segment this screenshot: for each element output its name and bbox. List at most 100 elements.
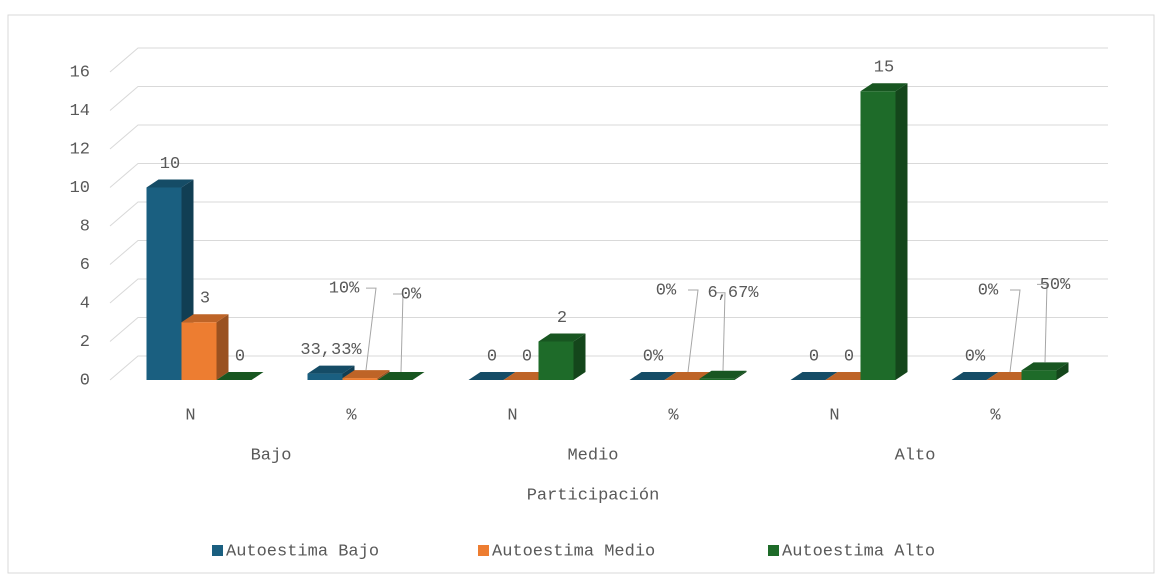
data-label: 0 [487, 347, 497, 366]
bar [538, 333, 586, 380]
data-label: 50% [1040, 276, 1071, 295]
grid-line [109, 278, 1108, 304]
bar-top [538, 333, 586, 342]
data-label: 0% [965, 347, 986, 366]
data-label: 0 [235, 347, 245, 366]
legend-swatch [212, 545, 223, 556]
legend-swatch [768, 545, 779, 556]
x-tick-label: N [507, 406, 517, 425]
grid-line [109, 86, 1108, 111]
y-tick-label: 16 [70, 63, 90, 82]
data-label: 0% [656, 281, 677, 300]
legend-swatch [478, 545, 489, 556]
grid-line [109, 317, 1108, 342]
bar-front [1021, 370, 1057, 380]
bar [342, 370, 390, 380]
bar [951, 372, 999, 380]
data-label: 10 [160, 155, 180, 174]
y-tick-label: 2 [80, 333, 90, 352]
bar [377, 372, 425, 380]
leader-line [365, 287, 377, 371]
data-label: 33,33% [300, 341, 362, 360]
data-label: 0 [809, 347, 819, 366]
grid-line [109, 201, 1108, 227]
bar-top [468, 372, 516, 380]
bar-top [860, 83, 908, 92]
bar-top [699, 370, 747, 379]
bar-front [860, 91, 896, 380]
y-tick-label: 12 [70, 140, 90, 159]
bar-side [1056, 362, 1069, 380]
x-tick-label: % [990, 406, 1001, 425]
leader-line [715, 292, 726, 371]
data-label: 10% [329, 280, 360, 299]
x-tick-label: N [185, 406, 195, 425]
x-group-label: Bajo [251, 446, 292, 465]
bar-side [734, 370, 747, 380]
y-tick-label: 0 [80, 371, 90, 390]
grid-line [109, 47, 1108, 73]
bar [1021, 362, 1069, 380]
bar [468, 372, 516, 380]
x-tick-label: % [346, 406, 357, 425]
bar-front [181, 322, 217, 380]
bar-top [216, 372, 264, 380]
bar [181, 314, 229, 380]
x-group-label: Medio [567, 446, 618, 465]
bar-top [629, 372, 677, 380]
bar-side [895, 83, 908, 380]
bar [860, 83, 908, 380]
y-tick-label: 10 [70, 179, 90, 198]
bar [629, 372, 677, 380]
legend-label: Autoestima Bajo [226, 542, 379, 561]
data-label: 0% [401, 285, 422, 304]
leader-line [393, 293, 404, 373]
grid-line [109, 124, 1108, 150]
grid-line [109, 355, 1108, 381]
data-label: 6,67% [707, 284, 759, 303]
x-axis-title: Participación [527, 486, 660, 505]
data-label: 0% [978, 281, 999, 300]
bar-top [377, 372, 425, 380]
x-tick-label: N [829, 406, 839, 425]
bar [790, 372, 838, 380]
y-tick-label: 4 [80, 294, 90, 313]
bar-side [377, 370, 390, 380]
bar [699, 370, 747, 380]
leader-line [1009, 289, 1021, 373]
grid-line [109, 240, 1108, 265]
data-label: 15 [874, 59, 894, 78]
bar-top [664, 372, 712, 380]
x-group-label: Alto [895, 446, 936, 465]
leader-line [687, 289, 699, 373]
y-tick-label: 14 [70, 102, 90, 121]
bar-front [538, 341, 574, 380]
bar-top [951, 372, 999, 380]
data-label: 0 [844, 347, 854, 366]
bar-side [216, 314, 229, 380]
bar-top [790, 372, 838, 380]
legend-label: Autoestima Alto [782, 542, 935, 561]
y-tick-label: 8 [80, 217, 90, 236]
bar-top [342, 370, 390, 379]
bar [664, 372, 712, 380]
grid-line [109, 163, 1108, 188]
bar-top [307, 365, 355, 374]
leader-line [1037, 283, 1048, 363]
data-label: 3 [200, 290, 210, 309]
data-label: 0% [643, 347, 664, 366]
bar [216, 372, 264, 380]
y-tick-label: 6 [80, 256, 90, 275]
legend-label: Autoestima Medio [492, 542, 655, 561]
bar-top [1021, 362, 1069, 371]
data-label: 0 [522, 347, 532, 366]
x-tick-label: % [668, 406, 679, 425]
chart-border [7, 14, 1155, 574]
bar-front [342, 378, 378, 380]
bar-front [699, 378, 735, 380]
bar-front [146, 187, 182, 380]
bar-top [146, 179, 194, 188]
bar-front [307, 373, 343, 380]
bar-top [181, 314, 229, 323]
